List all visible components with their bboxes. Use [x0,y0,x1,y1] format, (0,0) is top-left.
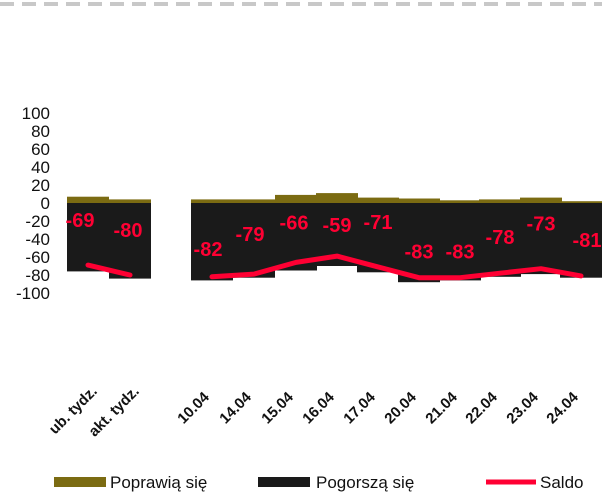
bar-poprawia-sie [316,193,358,203]
legend-swatch-poprawia-sie [54,477,106,487]
y-tick-label: -100 [16,284,50,303]
y-axis-ticks: 100 80 60 40 20 0 -20 -40 -60 -80 -100 [16,104,50,303]
bars-pogorsza-sie [67,203,602,283]
y-tick-label: 40 [31,158,50,177]
y-tick-label: 80 [31,122,50,141]
y-tick-label: -20 [25,212,50,231]
bars-poprawia-sie [67,193,602,203]
bar-poprawia-sie [357,197,399,203]
saldo-line-segment [209,253,584,281]
bar-poprawia-sie [67,196,109,203]
bar-pogorsza-sie [439,203,481,281]
x-tick-label: 21.04 [422,388,461,427]
bar-poprawia-sie [520,197,562,203]
bar-poprawia-sie [439,200,481,203]
legend-swatch-pogorsza-sie [258,477,310,487]
x-tick-label: 22.04 [462,388,501,427]
x-tick-label: 10.04 [174,388,213,427]
data-label: -83 [405,242,434,264]
bar-poprawia-sie [191,199,233,203]
data-label: -69 [66,210,95,232]
y-tick-label: -60 [25,248,50,267]
bar-poprawia-sie [398,198,440,203]
x-tick-label: 14.04 [216,388,255,427]
y-tick-label: 60 [31,140,50,159]
saldo-line [85,253,584,281]
saldo-data-labels: -69 -80 -82 -79 -66 -59 -71 -83 -83 -78 … [66,210,602,264]
x-tick-label: 20.04 [381,388,420,427]
bar-poprawia-sie [275,194,317,203]
data-label: -79 [236,224,265,246]
legend-label-pogorsza-sie: Pogorszą się [316,473,414,492]
data-label: -66 [280,212,309,234]
legend: Poprawią się Pogorszą się Saldo [54,473,583,492]
data-label: -83 [446,242,475,264]
y-tick-label: -80 [25,266,50,285]
bar-pogorsza-sie [233,203,275,278]
bar-poprawia-sie [479,199,521,203]
bar-pogorsza-sie [520,203,562,275]
y-tick-label: 20 [31,176,50,195]
x-tick-label: 15.04 [258,388,297,427]
x-tick-label: 24.04 [543,388,582,427]
saldo-line-segment [85,262,133,278]
x-tick-label: 17.04 [340,388,379,427]
bar-pogorsza-sie [67,203,109,272]
bar-pogorsza-sie [398,203,440,283]
bar-poprawia-sie [233,199,275,203]
bar-pogorsza-sie [479,203,521,277]
bar-pogorsza-sie [191,203,233,281]
x-tick-label: 16.04 [299,388,338,427]
data-label: -71 [364,212,393,234]
legend-label-poprawia-sie: Poprawią się [110,473,207,492]
bar-poprawia-sie [109,199,151,203]
data-label: -73 [527,214,556,236]
y-tick-label: 0 [41,194,50,213]
data-label: -82 [194,239,223,261]
bar-pogorsza-sie [109,203,151,279]
data-label: -81 [573,230,602,252]
legend-label-saldo: Saldo [540,473,583,492]
x-axis-category-labels: ub. tydz. akt. tydz. 10.04 14.04 15.04 1… [46,383,582,440]
bar-poprawia-sie [560,201,602,203]
data-label: -59 [323,215,352,237]
y-tick-label: 100 [22,104,50,123]
bar-pogorsza-sie [560,203,602,278]
data-label: -80 [114,220,143,242]
data-label: -78 [486,227,515,249]
x-tick-label: 23.04 [503,388,542,427]
y-tick-label: -40 [25,230,50,249]
